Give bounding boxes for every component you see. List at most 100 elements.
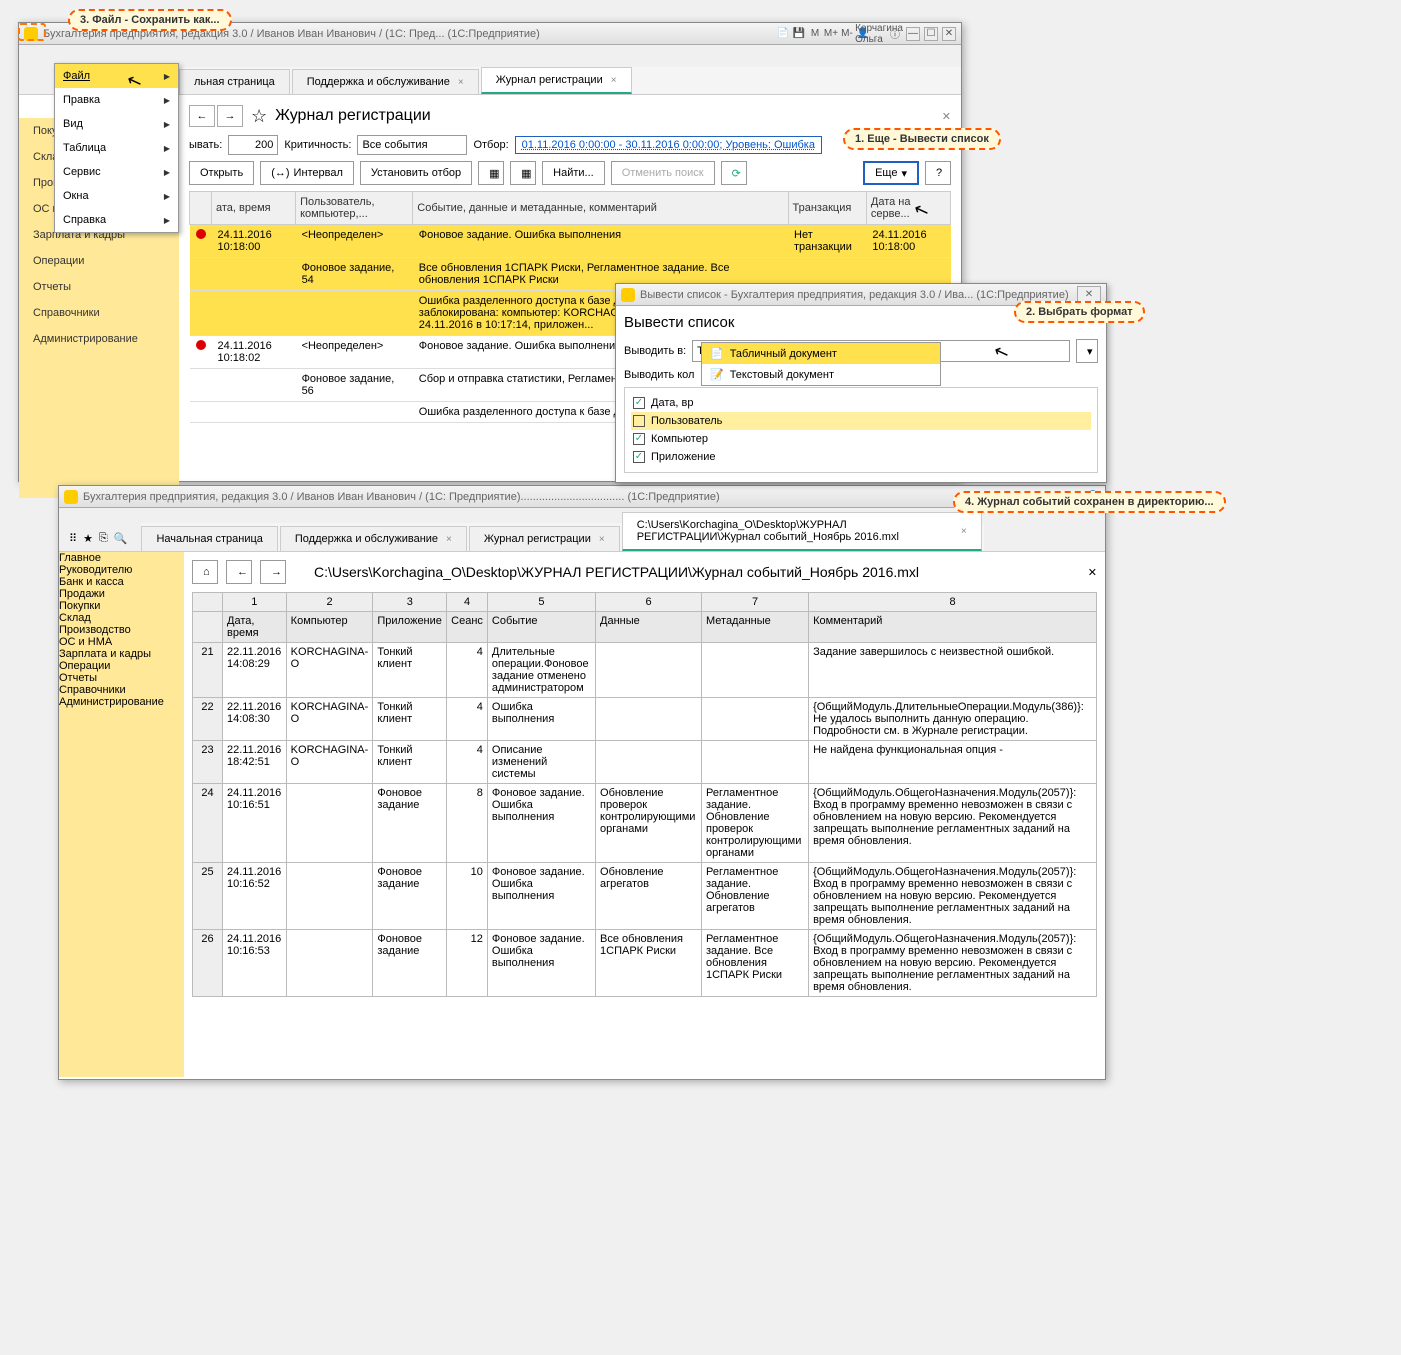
more-button[interactable]: Еще ▾ bbox=[863, 161, 919, 185]
cancel-find-button[interactable]: Отменить поиск bbox=[611, 161, 715, 185]
fwd-button[interactable]: → bbox=[260, 560, 286, 584]
star-icon[interactable]: ★ bbox=[83, 532, 93, 545]
help-button[interactable]: ? bbox=[925, 161, 951, 185]
sidebar-item[interactable]: Продажи bbox=[59, 588, 184, 600]
info-icon[interactable]: ⓘ bbox=[888, 27, 902, 41]
toolbar-icon[interactable]: M- bbox=[840, 27, 854, 41]
close-icon[interactable]: ✕ bbox=[942, 110, 951, 123]
interval-button[interactable]: (↔) Интервал bbox=[260, 161, 354, 185]
menu-item-help[interactable]: Справка▶ bbox=[55, 208, 178, 232]
table-row[interactable]: 2222.11.2016 14:08:30KORCHAGINA-OТонкий … bbox=[193, 698, 1097, 741]
sidebar-item[interactable]: Отчеты bbox=[59, 672, 184, 684]
col-num[interactable]: 6 bbox=[596, 593, 702, 612]
menu-item-file[interactable]: Файл▶ bbox=[55, 64, 178, 88]
sidebar-item[interactable]: Руководителю bbox=[59, 564, 184, 576]
tab-home[interactable]: льная страница bbox=[179, 69, 290, 94]
col-num[interactable]: 5 bbox=[487, 593, 595, 612]
filter-link[interactable]: 01.11.2016 0:00:00 - 30.11.2016 0:00:00;… bbox=[515, 136, 822, 154]
col-num[interactable]: 1 bbox=[223, 593, 287, 612]
find-button[interactable]: Найти... bbox=[542, 161, 605, 185]
dropdown-button[interactable]: ▾ bbox=[1076, 339, 1098, 363]
minimize-button[interactable]: — bbox=[906, 27, 920, 41]
sidebar-item[interactable]: ОС и НМА bbox=[59, 636, 184, 648]
toolbar-icon[interactable]: M+ bbox=[824, 27, 838, 41]
filter-icon-button[interactable]: ▦ bbox=[510, 161, 536, 185]
apps-icon[interactable]: ⠿ bbox=[69, 532, 77, 545]
col-header[interactable]: Пользователь, компьютер,... bbox=[296, 192, 413, 225]
refresh-button[interactable]: ⟳ bbox=[721, 161, 747, 185]
filter-icon-button[interactable]: ▦ bbox=[478, 161, 504, 185]
check-item[interactable]: ✓Приложение bbox=[631, 448, 1091, 466]
set-filter-button[interactable]: Установить отбор bbox=[360, 161, 472, 185]
sidebar-item[interactable]: Банк и касса bbox=[59, 576, 184, 588]
star-icon[interactable]: ☆ bbox=[251, 106, 267, 127]
label: Критичность: bbox=[284, 139, 351, 151]
col-header[interactable]: Событие, данные и метаданные, комментари… bbox=[413, 192, 788, 225]
app-icon bbox=[64, 490, 78, 504]
tab-log[interactable]: Журнал регистрации× bbox=[469, 526, 620, 551]
file-menu: Файл▶ Правка▶ Вид▶ Таблица▶ Сервис▶ Окна… bbox=[54, 63, 179, 233]
table-row[interactable]: 24.11.2016 10:18:00<Неопределен>Фоновое … bbox=[190, 225, 951, 258]
toolbar-icon[interactable]: 💾 bbox=[792, 27, 806, 41]
menu-item-windows[interactable]: Окна▶ bbox=[55, 184, 178, 208]
sidebar-item[interactable]: Склад bbox=[59, 612, 184, 624]
sidebar-item[interactable]: Справочники bbox=[59, 684, 184, 696]
close-icon[interactable]: × bbox=[458, 77, 464, 88]
toolbar-icon[interactable]: M bbox=[808, 27, 822, 41]
back-button[interactable]: ← bbox=[189, 105, 215, 127]
tab-home[interactable]: Начальная страница bbox=[141, 526, 277, 551]
col-header[interactable]: Дата на серве... bbox=[866, 192, 950, 225]
tab-file[interactable]: C:\Users\Korchagina_O\Desktop\ЖУРНАЛ РЕГ… bbox=[622, 512, 982, 551]
sidebar-item[interactable]: Главное bbox=[59, 552, 184, 564]
home-button[interactable]: ⌂ bbox=[192, 560, 218, 584]
sidebar-item[interactable]: Операции bbox=[59, 660, 184, 672]
table-row[interactable]: 2624.11.2016 10:16:53Фоновое задание12Фо… bbox=[193, 930, 1097, 997]
tab-support[interactable]: Поддержка и обслуживание× bbox=[292, 69, 479, 94]
sidebar-item[interactable]: Покупки bbox=[59, 600, 184, 612]
dropdown-option[interactable]: 📄 Табличный документ bbox=[702, 343, 940, 364]
error-icon bbox=[196, 340, 206, 350]
menu-item-view[interactable]: Вид▶ bbox=[55, 112, 178, 136]
back-button[interactable]: ← bbox=[226, 560, 252, 584]
table-row[interactable]: 2424.11.2016 10:16:51Фоновое задание8Фон… bbox=[193, 784, 1097, 863]
sidebar-item[interactable]: Операции bbox=[19, 248, 179, 274]
sidebar-item[interactable]: Справочники bbox=[19, 300, 179, 326]
show-count-input[interactable] bbox=[228, 135, 278, 155]
close-icon[interactable]: × bbox=[611, 75, 617, 86]
sidebar-item[interactable]: Администрирование bbox=[59, 696, 184, 708]
sidebar-item[interactable]: Отчеты bbox=[19, 274, 179, 300]
col-num[interactable]: 4 bbox=[447, 593, 488, 612]
check-item[interactable]: ✓Компьютер bbox=[631, 430, 1091, 448]
sidebar-item[interactable]: Администрирование bbox=[19, 326, 179, 352]
col-header[interactable]: ата, время bbox=[212, 192, 296, 225]
tab-support[interactable]: Поддержка и обслуживание× bbox=[280, 526, 467, 551]
col-num[interactable]: 7 bbox=[701, 593, 808, 612]
window-spreadsheet: Бухгалтерия предприятия, редакция 3.0 / … bbox=[58, 485, 1106, 1080]
close-button[interactable]: ✕ bbox=[942, 27, 956, 41]
col-num[interactable]: 3 bbox=[373, 593, 447, 612]
check-item[interactable]: Пользователь bbox=[631, 412, 1091, 430]
toolbar-icon[interactable]: 📄 bbox=[776, 27, 790, 41]
col-num[interactable]: 8 bbox=[809, 593, 1097, 612]
copy-icon[interactable]: ⎘ bbox=[99, 532, 108, 545]
menu-item-edit[interactable]: Правка▶ bbox=[55, 88, 178, 112]
check-item[interactable]: ✓Дата, вр bbox=[631, 394, 1091, 412]
sidebar-item[interactable]: Производство bbox=[59, 624, 184, 636]
maximize-button[interactable]: ☐ bbox=[924, 27, 938, 41]
col-header[interactable]: Транзакция bbox=[788, 192, 866, 225]
menu-item-table[interactable]: Таблица▶ bbox=[55, 136, 178, 160]
open-button[interactable]: Открыть bbox=[189, 161, 254, 185]
table-row[interactable]: 2322.11.2016 18:42:51KORCHAGINA-OТонкий … bbox=[193, 741, 1097, 784]
criticality-input[interactable] bbox=[357, 135, 467, 155]
spreadsheet[interactable]: 1 2 3 4 5 6 7 8 Дата, время Компьютер Пр… bbox=[192, 592, 1097, 997]
fwd-button[interactable]: → bbox=[217, 105, 243, 127]
search-icon[interactable]: 🔍 bbox=[114, 532, 128, 545]
col-num[interactable]: 2 bbox=[286, 593, 373, 612]
dropdown-option[interactable]: 📝 Текстовый документ bbox=[702, 364, 940, 385]
menu-item-service[interactable]: Сервис▶ bbox=[55, 160, 178, 184]
table-row[interactable]: 2122.11.2016 14:08:29KORCHAGINA-OТонкий … bbox=[193, 643, 1097, 698]
close-icon[interactable]: ✕ bbox=[1088, 566, 1097, 579]
tab-log[interactable]: Журнал регистрации× bbox=[481, 67, 632, 94]
table-row[interactable]: 2524.11.2016 10:16:52Фоновое задание10Фо… bbox=[193, 863, 1097, 930]
sidebar-item[interactable]: Зарплата и кадры bbox=[59, 648, 184, 660]
